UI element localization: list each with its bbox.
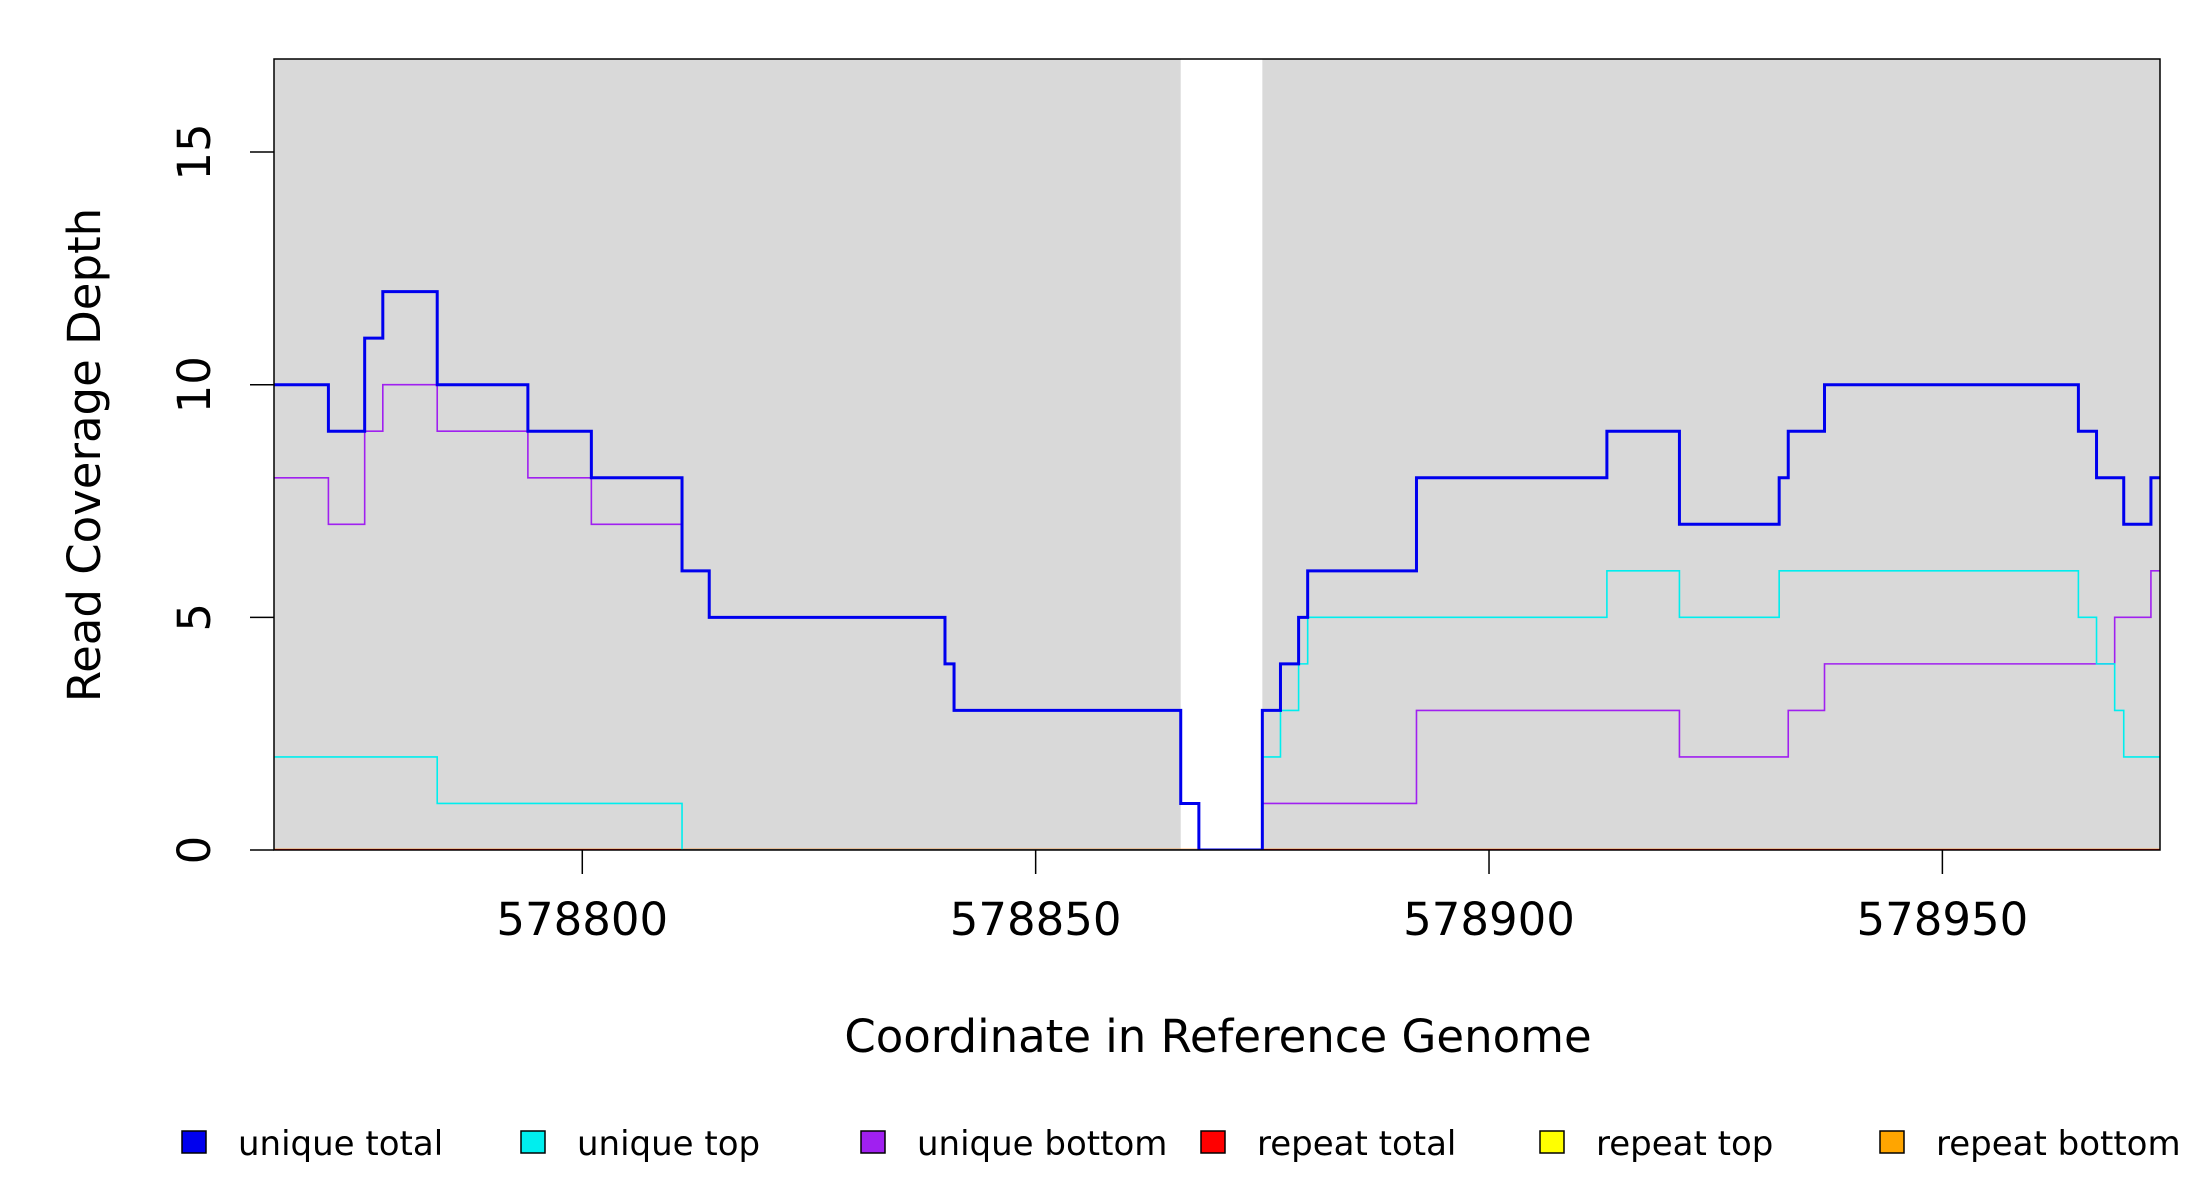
legend-label-repeat-bottom: repeat bottom	[1936, 1124, 2181, 1164]
legend-label-repeat-total: repeat total	[1257, 1124, 1456, 1164]
x-tick-label: 578800	[496, 893, 668, 946]
y-tick-label: 0	[168, 836, 221, 865]
legend-swatch-unique-bottom	[860, 1130, 886, 1154]
x-axis-label: Coordinate in Reference Genome	[844, 1010, 1591, 1063]
legend-label-unique-total: unique total	[238, 1124, 443, 1164]
y-tick-label: 5	[168, 603, 221, 632]
legend-label-unique-top: unique top	[577, 1124, 760, 1164]
plot-area	[274, 59, 2160, 850]
legend-swatch-repeat-bottom	[1879, 1130, 1905, 1154]
uncovered-region	[1180, 59, 1263, 850]
x-tick-label: 578850	[950, 893, 1122, 946]
legend-swatch-unique-total	[181, 1130, 207, 1154]
series-unique-top	[274, 570, 2160, 850]
x-tick-label: 578900	[1403, 893, 1575, 946]
series-unique-total	[274, 290, 2160, 850]
legend-label-repeat-top: repeat top	[1596, 1124, 1773, 1164]
y-tick-label: 10	[168, 356, 221, 413]
legend-swatch-repeat-top	[1539, 1130, 1565, 1154]
axes: 578800 578850 578900 578950 0 5 10 15	[168, 58, 2161, 946]
legend-swatch-repeat-total	[1200, 1130, 1226, 1154]
legend: unique total unique top unique bottom repea…	[181, 1124, 2181, 1164]
legend-label-unique-bottom: unique bottom	[917, 1124, 1167, 1164]
plot-frame	[273, 58, 2161, 851]
x-tick-label: 578950	[1856, 893, 2028, 946]
legend-swatch-unique-top	[520, 1130, 546, 1154]
y-axis-label: Read Coverage Depth	[58, 208, 111, 702]
y-tick-label: 15	[168, 123, 221, 180]
